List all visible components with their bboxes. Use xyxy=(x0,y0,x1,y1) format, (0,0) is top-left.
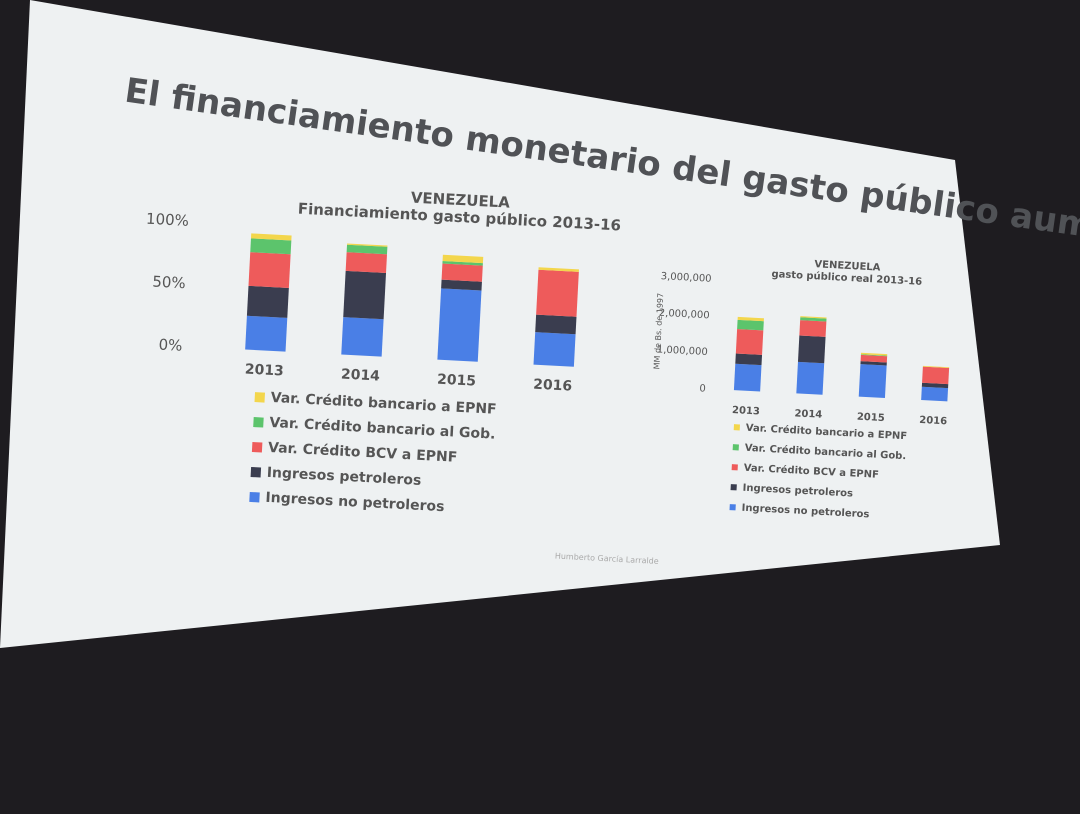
legend-swatch xyxy=(733,424,740,431)
bar-segment xyxy=(735,328,764,355)
bar-segment xyxy=(858,364,887,399)
bar-segment xyxy=(538,267,579,272)
bar-segment xyxy=(246,285,289,318)
x-tick-label: 2016 xyxy=(919,415,947,427)
legend-swatch xyxy=(249,491,260,503)
bar-segment xyxy=(860,354,888,357)
bar-segment xyxy=(922,366,950,385)
bar-segment xyxy=(800,316,827,319)
bar-segment xyxy=(250,233,292,241)
bar-segment xyxy=(922,365,950,369)
bar-segment xyxy=(799,320,827,337)
bar-segment xyxy=(343,270,387,320)
chart-title: VENEZUELA xyxy=(410,188,510,211)
bar-segment xyxy=(248,252,291,288)
bar-segment xyxy=(535,314,577,335)
bar-segment xyxy=(800,317,827,322)
bar-segment xyxy=(733,363,762,392)
bar-segment xyxy=(735,353,763,366)
bar-segment xyxy=(442,254,484,264)
y-tick-label: 3,000,000 xyxy=(660,271,711,285)
slide xyxy=(0,0,1000,648)
bar-segment xyxy=(441,263,483,282)
y-tick-label: 0% xyxy=(158,335,183,354)
legend-swatch xyxy=(730,484,737,491)
y-axis-label: MM de Bs. de 1997 xyxy=(652,293,665,370)
y-tick-label: 50% xyxy=(152,273,186,293)
bar-segment xyxy=(341,317,384,357)
bar-segment xyxy=(921,382,949,389)
bar-segment xyxy=(737,319,764,331)
legend-swatch xyxy=(250,466,262,478)
bar-segment xyxy=(797,335,826,364)
bar-segment xyxy=(737,316,764,322)
legend-swatch xyxy=(731,464,738,471)
y-tick-label: 2,000,000 xyxy=(659,308,710,322)
bar-segment xyxy=(442,260,483,266)
legend-swatch xyxy=(729,504,736,511)
legend-swatch xyxy=(732,444,739,451)
x-tick-label: 2014 xyxy=(794,408,822,420)
bar-segment xyxy=(796,361,825,395)
legend-swatch xyxy=(254,392,266,403)
legend-swatch xyxy=(251,442,263,453)
chart-title: VENEZUELA xyxy=(814,259,881,273)
x-tick-label: 2013 xyxy=(244,362,284,380)
y-tick-label: 100% xyxy=(146,210,190,230)
bar-segment xyxy=(345,252,388,274)
x-tick-label: 2013 xyxy=(732,405,760,417)
bar-segment xyxy=(921,386,949,402)
bar-segment xyxy=(860,354,888,363)
bar-segment xyxy=(245,315,288,352)
x-tick-label: 2014 xyxy=(341,367,381,385)
x-tick-label: 2016 xyxy=(533,377,573,395)
bar-segment xyxy=(346,244,388,255)
bar-segment xyxy=(860,361,887,366)
y-tick-label: 1,000,000 xyxy=(657,344,708,358)
bar-segment xyxy=(860,352,888,356)
y-tick-label: 0 xyxy=(699,383,706,394)
x-tick-label: 2015 xyxy=(857,412,885,424)
bar-segment xyxy=(437,288,482,362)
bar-segment xyxy=(441,279,482,291)
bar-segment xyxy=(250,238,292,255)
x-tick-label: 2015 xyxy=(437,372,477,390)
bar-segment xyxy=(533,332,576,367)
bar-segment xyxy=(536,269,579,317)
legend-swatch xyxy=(253,417,264,428)
bar-segment xyxy=(347,243,388,247)
